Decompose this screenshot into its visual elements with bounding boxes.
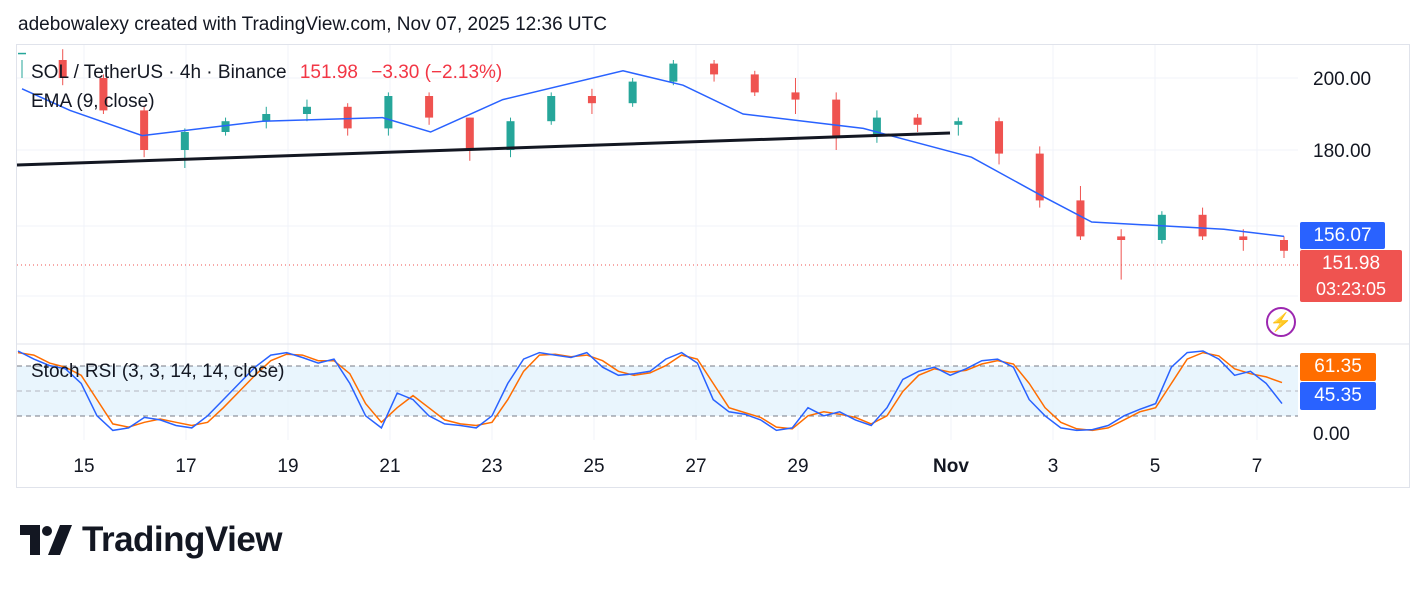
x-tick-label: 17 bbox=[175, 456, 196, 477]
x-tick-label: 7 bbox=[1252, 456, 1263, 477]
candle-body bbox=[954, 121, 963, 125]
candle-body bbox=[1198, 214, 1207, 237]
x-tick-label: 27 bbox=[685, 456, 706, 477]
candle-body bbox=[180, 132, 189, 150]
candle-body bbox=[1076, 200, 1085, 237]
candle-body bbox=[506, 121, 515, 150]
ema-legend[interactable]: EMA (9, close) bbox=[31, 91, 155, 112]
candle-body bbox=[872, 117, 881, 136]
x-tick-label: 25 bbox=[583, 456, 604, 477]
chart-legend[interactable]: SOL / TetherUS · 4h · Binance 151.98 −3.… bbox=[31, 62, 502, 84]
x-tick-label: 3 bbox=[1048, 456, 1059, 477]
candle-body bbox=[58, 60, 67, 78]
ema-line bbox=[21, 70, 1285, 238]
candle-body bbox=[1280, 240, 1288, 251]
candle-body bbox=[587, 96, 596, 104]
tradingview-logo[interactable]: TradingView bbox=[20, 520, 283, 560]
bar-countdown: 03:23:05 bbox=[1315, 279, 1387, 299]
price-value: 151.98 bbox=[299, 62, 358, 83]
x-axis: 15 17 19 21 23 25 27 29 Nov 3 5 7 bbox=[73, 456, 1262, 477]
y-tick-label: 180.00 bbox=[1313, 141, 1371, 162]
candle-body bbox=[832, 99, 841, 136]
candle-body bbox=[262, 114, 271, 122]
candle-body bbox=[995, 121, 1004, 154]
candle-body bbox=[1239, 236, 1248, 240]
candle-body bbox=[750, 74, 759, 93]
brand-name: TradingView bbox=[82, 520, 283, 559]
candle-body bbox=[1157, 214, 1166, 240]
x-tick-label: 5 bbox=[1150, 456, 1161, 477]
x-tick-label: 29 bbox=[787, 456, 808, 477]
candle-body bbox=[140, 110, 149, 150]
x-tick-label: 19 bbox=[277, 456, 298, 477]
candle-body bbox=[791, 92, 800, 100]
candle-body bbox=[913, 117, 922, 125]
ema-price-tag: 156.07 bbox=[1300, 222, 1385, 249]
stoch-k-tag: 45.35 bbox=[1300, 382, 1376, 410]
last-price-tag: 151.98 03:23:05 bbox=[1300, 250, 1402, 302]
symbol-label: SOL / TetherUS · 4h · Binance bbox=[31, 62, 287, 83]
last-price-value: 151.98 bbox=[1321, 253, 1381, 274]
candle-body bbox=[99, 78, 108, 111]
x-tick-label: 23 bbox=[481, 456, 502, 477]
stoch-d-line bbox=[17, 351, 1283, 432]
chart-caption: adebowalexy created with TradingView.com… bbox=[18, 14, 607, 35]
chart-frame bbox=[16, 44, 1410, 488]
candle-body bbox=[1035, 153, 1044, 201]
candle-body bbox=[302, 106, 311, 114]
candle-body bbox=[425, 96, 434, 118]
candle-body bbox=[465, 117, 474, 150]
tradingview-logo-icon bbox=[20, 525, 72, 555]
candle-body bbox=[18, 52, 26, 55]
stoch-k-line bbox=[17, 350, 1283, 432]
x-tick-label: Nov bbox=[933, 456, 969, 477]
lightning-icon[interactable]: ⚡ bbox=[1266, 307, 1296, 337]
candle-body bbox=[221, 121, 230, 132]
candle-body bbox=[343, 106, 352, 129]
candle-body bbox=[628, 81, 637, 104]
x-tick-label: 15 bbox=[73, 456, 94, 477]
candle-body bbox=[547, 96, 556, 122]
candle-body bbox=[710, 63, 719, 75]
candle-body bbox=[1117, 236, 1126, 240]
price-change: −3.30 (−2.13%) bbox=[371, 62, 503, 83]
stoch-d-tag: 61.35 bbox=[1300, 353, 1376, 381]
y-tick-label: 200.00 bbox=[1313, 69, 1371, 90]
y-tick-label: 0.00 bbox=[1313, 424, 1350, 445]
stoch-legend[interactable]: Stoch RSI (3, 3, 14, 14, close) bbox=[31, 361, 285, 382]
trendline[interactable] bbox=[16, 131, 951, 167]
candle-body bbox=[384, 96, 393, 129]
candles bbox=[18, 49, 1288, 280]
candle-body bbox=[669, 63, 678, 82]
x-tick-label: 21 bbox=[379, 456, 400, 477]
